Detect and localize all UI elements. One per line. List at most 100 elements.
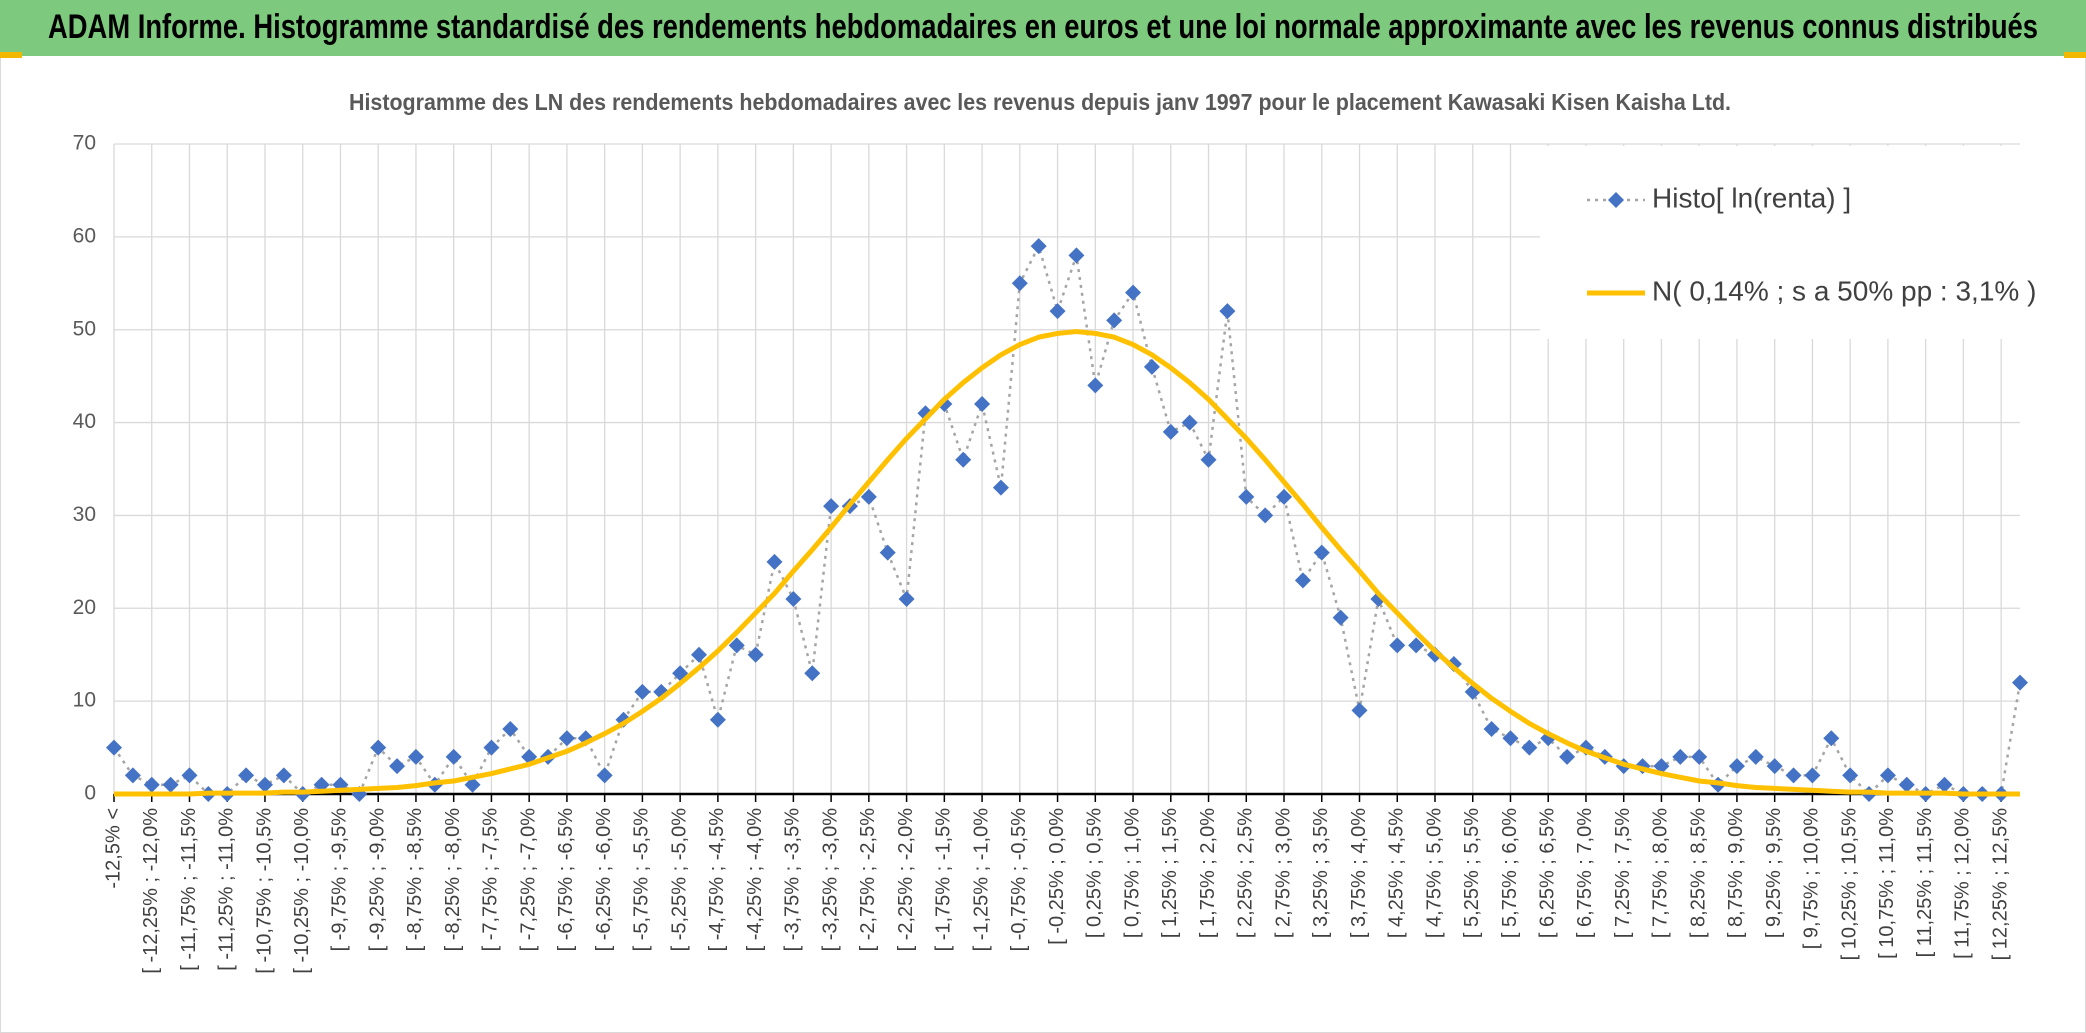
x-tick-label: [ -3,25% ; -3,0% (819, 808, 841, 952)
point (1672, 748, 1689, 765)
legend (1540, 146, 2020, 339)
point (407, 748, 424, 765)
point (1747, 748, 1764, 765)
point (785, 591, 802, 607)
x-tick-label: [ -7,25% ; -7,0% (517, 808, 539, 952)
chart-title: Histogramme des LN des rendements hebdom… (349, 89, 1731, 115)
x-tick-label: [ 1,75% ; 2,0% (1197, 808, 1219, 938)
x-tick-label: [ -10,75% ; -10,5% (253, 808, 275, 974)
point (747, 646, 764, 663)
x-tick-label: [ -1,75% ; -1,5% (933, 808, 955, 952)
x-tick-label: [ -11,75% ; -11,5% (178, 808, 200, 971)
x-tick-label: [ 12,25% ; 12,5% (1989, 808, 2011, 961)
x-tick-label: [ -12,25% ; -12,0% (140, 808, 162, 974)
point (974, 396, 991, 412)
header-band (0, 0, 2086, 56)
corner (2064, 52, 2086, 58)
point (502, 721, 519, 737)
page-title: ADAM Informe. Histogramme standardisé de… (48, 8, 2038, 46)
point (898, 591, 915, 607)
point (1426, 646, 1443, 663)
point (804, 665, 821, 682)
point (860, 488, 877, 505)
x-tick-label: [ 0,25% ; 0,5% (1084, 808, 1106, 938)
point (1728, 758, 1745, 775)
point (1559, 748, 1576, 765)
y-tick-label: 20 (73, 596, 96, 619)
x-tick-label: [ -6,75% ; -6,5% (555, 808, 577, 952)
x-tick-label: [ 8,25% ; 8,5% (1687, 808, 1709, 938)
x-tick-label: [ 4,75% ; 5,0% (1423, 808, 1445, 938)
point (275, 767, 292, 784)
y-tick-label: 10 (73, 689, 96, 712)
x-tick-label: [ -11,25% ; -11,0% (216, 808, 238, 971)
y-tick-label: 70 (73, 132, 96, 155)
point (1313, 544, 1330, 561)
point (1219, 303, 1236, 320)
x-tick-label: [ 7,25% ; 7,5% (1612, 808, 1634, 938)
point (823, 498, 840, 515)
point (1106, 312, 1123, 329)
point (879, 544, 896, 561)
x-tick-label: -12,5% < (102, 808, 124, 889)
point (445, 748, 462, 765)
point (1351, 702, 1368, 719)
x-tick-label: [ -2,25% ; -2,0% (895, 808, 917, 952)
point (766, 553, 783, 570)
x-tick-label: [ 2,75% ; 3,0% (1272, 808, 1294, 938)
y-tick-label: 50 (73, 317, 96, 340)
x-tick-label: [ -4,25% ; -4,0% (744, 808, 766, 952)
y-tick-label: 60 (73, 224, 96, 247)
point (1766, 758, 1783, 775)
point (464, 776, 481, 793)
point (1049, 303, 1066, 320)
point (370, 739, 387, 756)
point (1162, 423, 1179, 440)
point (1068, 247, 1085, 264)
x-tick-label: [ -5,25% ; -5,0% (668, 808, 690, 952)
point (691, 646, 708, 663)
x-tick-label: [ 4,25% ; 4,5% (1386, 808, 1408, 938)
x-tick-label: [ -8,75% ; -8,5% (404, 808, 426, 952)
point (1898, 776, 1915, 793)
legend-label: Histo[ ln(renta) ] (1652, 182, 1851, 213)
point (1389, 637, 1406, 654)
point (124, 767, 141, 784)
point (1181, 414, 1198, 431)
point (1011, 275, 1028, 292)
point (483, 739, 500, 756)
x-tick-label: [ -0,75% ; -0,5% (1008, 808, 1030, 952)
x-tick-label: [ 6,25% ; 6,5% (1536, 808, 1558, 938)
point (1691, 748, 1708, 765)
point (1483, 721, 1500, 737)
x-tick-label: [ 10,25% ; 10,5% (1838, 808, 1860, 961)
series-line (114, 329, 2020, 797)
x-tick-label: [ -10,25% ; -10,0% (291, 808, 313, 974)
point (238, 767, 255, 784)
x-tick-label: [ 6,75% ; 7,0% (1574, 808, 1596, 938)
x-tick-label: [ 10,75% ; 11,0% (1876, 808, 1898, 959)
point (1294, 572, 1311, 589)
x-tick-label: [ 1,25% ; 1,5% (1159, 808, 1181, 938)
point (1238, 488, 1255, 505)
point (1936, 776, 1953, 793)
point (1823, 730, 1840, 747)
point (1276, 488, 1293, 505)
x-tick-label: [ 9,75% ; 10,0% (1801, 808, 1823, 949)
x-tick-label: [ -7,75% ; -7,5% (480, 808, 502, 952)
point (1087, 377, 1104, 394)
x-tick-label: [ 9,25% ; 9,5% (1763, 808, 1785, 938)
y-tick-label: 30 (73, 503, 96, 526)
point (1408, 637, 1425, 654)
point (1785, 767, 1802, 784)
x-tick-label: [ 0,75% ; 1,0% (1121, 808, 1143, 938)
legend-marker (1608, 192, 1624, 208)
point (1521, 739, 1538, 756)
point (143, 776, 160, 793)
point (728, 637, 745, 654)
point (1257, 507, 1274, 524)
x-tick-label: [ 8,75% ; 9,0% (1725, 808, 1747, 938)
point (1200, 451, 1217, 468)
x-tick-label: [ -1,25% ; -1,0% (970, 808, 992, 952)
